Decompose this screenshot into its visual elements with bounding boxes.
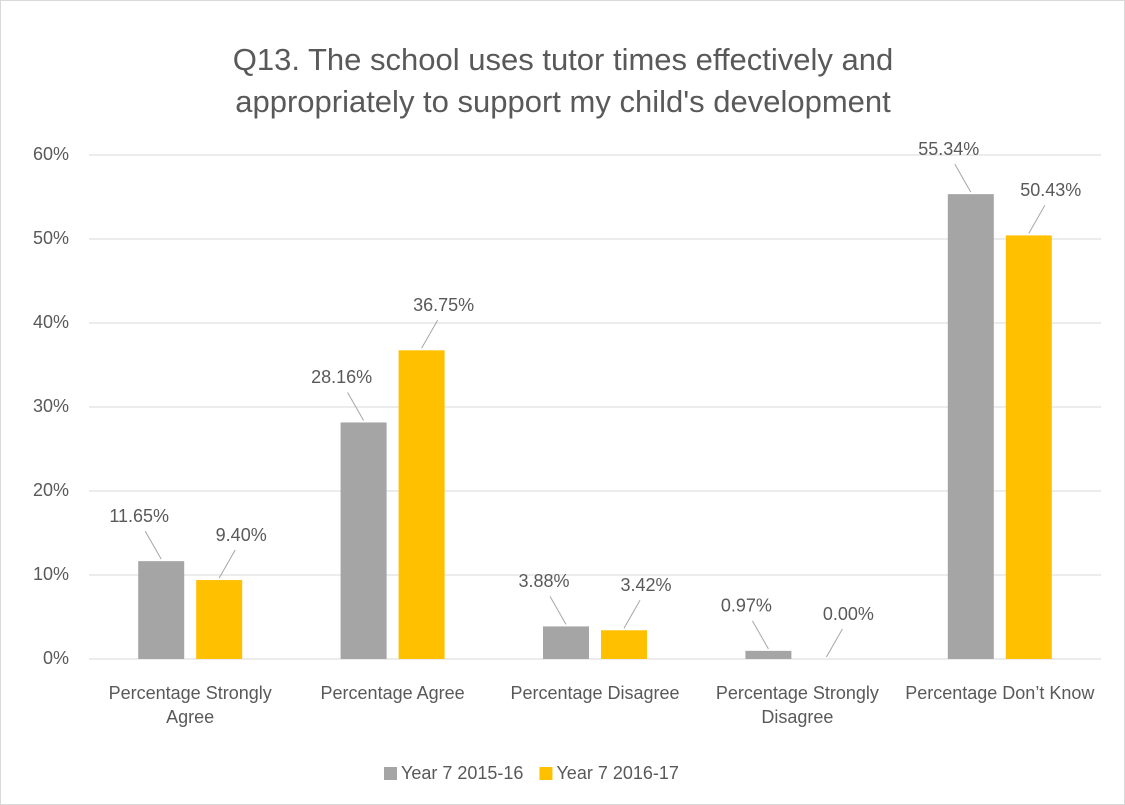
leader-line (623, 600, 641, 629)
bar (745, 650, 792, 659)
leader-line (144, 530, 162, 560)
bar (1005, 235, 1052, 659)
leader-line (1028, 205, 1046, 234)
bar (340, 422, 387, 659)
data-label: 0.00% (823, 604, 874, 624)
data-label: 3.42% (620, 575, 671, 595)
bar (543, 626, 589, 659)
x-tick-label: Percentage Don’t Know (905, 683, 1095, 703)
x-tick-label: Percentage Agree (320, 683, 465, 703)
y-tick-label: 20% (33, 480, 69, 500)
data-label: 11.65% (109, 506, 169, 526)
y-tick-label: 60% (33, 144, 69, 164)
leader-line (218, 549, 236, 579)
leader-line (825, 628, 843, 658)
bar (601, 630, 647, 659)
data-label: 28.16% (311, 367, 372, 387)
legend-swatch (384, 767, 397, 780)
legend-swatch (539, 767, 553, 780)
leader-line (954, 163, 972, 193)
leader-line (421, 320, 439, 349)
data-label: 0.97% (721, 596, 772, 616)
leader-line (751, 620, 769, 650)
legend-label: Year 7 2015-16 (401, 763, 523, 783)
chart-title: Q13. The school uses tutor times effecti… (232, 42, 894, 119)
x-tick-label: Percentage Strongly Disagree (715, 683, 879, 727)
x-tick-label: Percentage Strongly Agree (108, 683, 272, 727)
bar (138, 561, 185, 659)
legend-label: Year 7 2016-17 (556, 763, 678, 783)
bar (947, 194, 994, 660)
y-tick-label: 0% (43, 648, 69, 668)
leader-line (549, 596, 567, 625)
y-tick-label: 10% (33, 564, 69, 584)
y-tick-label: 50% (33, 228, 69, 248)
leader-line (347, 392, 365, 421)
data-label: 9.40% (216, 525, 267, 545)
data-label: 36.75% (413, 295, 474, 315)
y-tick-label: 30% (33, 396, 69, 416)
data-label: 3.88% (518, 571, 569, 591)
y-tick-label: 40% (33, 312, 69, 332)
data-label: 55.34% (918, 139, 979, 159)
x-tick-label: Percentage Disagree (510, 683, 680, 703)
data-label: 50.43% (1020, 180, 1081, 200)
bar (196, 580, 243, 659)
bar (398, 350, 445, 659)
